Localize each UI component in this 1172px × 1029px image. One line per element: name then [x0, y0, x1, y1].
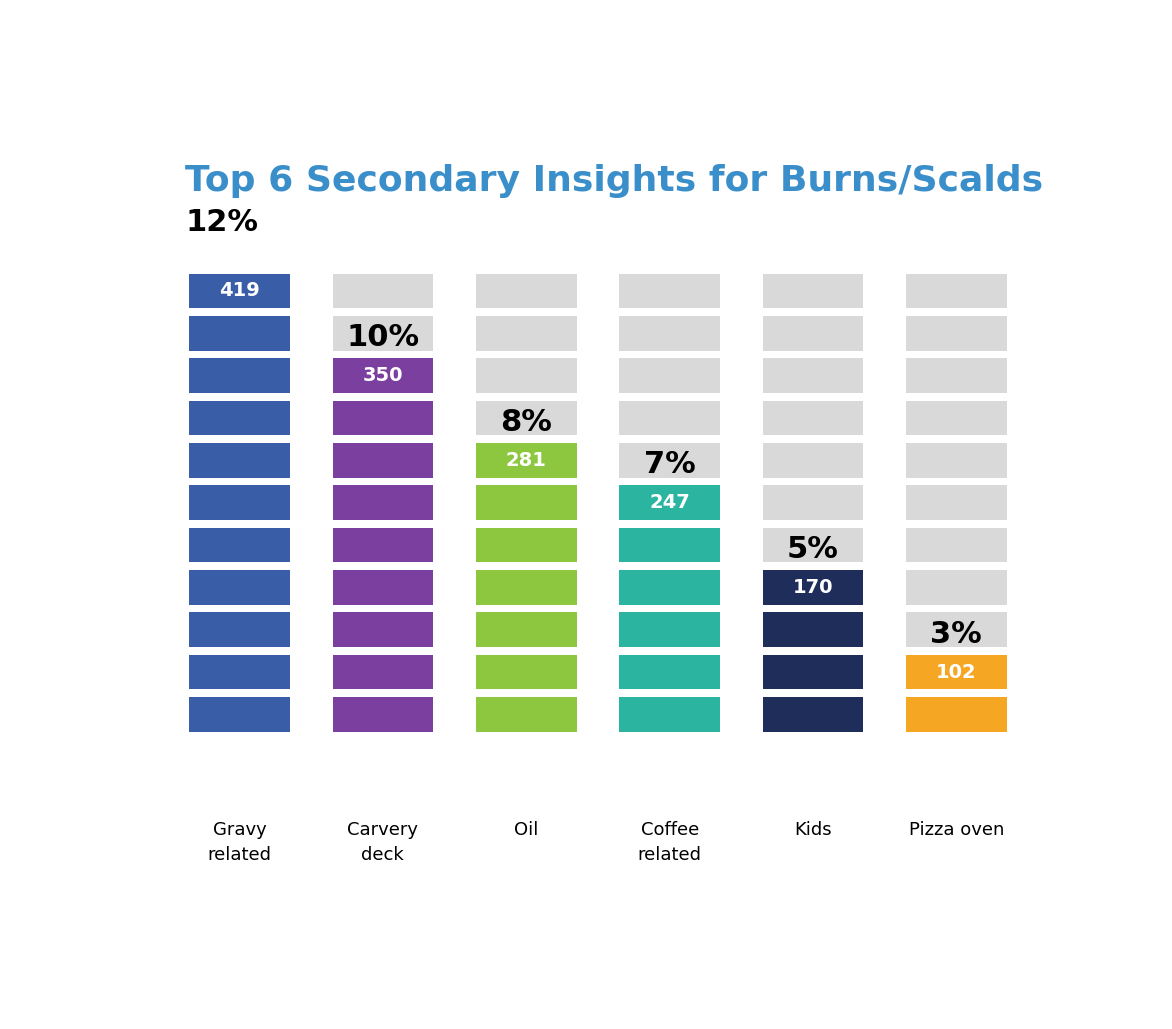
FancyBboxPatch shape — [619, 443, 720, 477]
FancyBboxPatch shape — [476, 316, 577, 351]
FancyBboxPatch shape — [189, 316, 289, 351]
FancyBboxPatch shape — [763, 570, 864, 605]
FancyBboxPatch shape — [189, 274, 289, 309]
FancyBboxPatch shape — [333, 274, 434, 309]
FancyBboxPatch shape — [906, 570, 1007, 605]
FancyBboxPatch shape — [763, 400, 864, 435]
FancyBboxPatch shape — [189, 654, 289, 689]
FancyBboxPatch shape — [333, 400, 434, 435]
FancyBboxPatch shape — [333, 528, 434, 563]
FancyBboxPatch shape — [763, 486, 864, 520]
FancyBboxPatch shape — [619, 697, 720, 732]
FancyBboxPatch shape — [906, 486, 1007, 520]
Text: 8%: 8% — [500, 407, 552, 437]
FancyBboxPatch shape — [189, 486, 289, 520]
FancyBboxPatch shape — [619, 570, 720, 605]
FancyBboxPatch shape — [906, 697, 1007, 732]
FancyBboxPatch shape — [763, 528, 864, 563]
FancyBboxPatch shape — [189, 400, 289, 435]
Text: Coffee
related: Coffee related — [638, 821, 702, 864]
FancyBboxPatch shape — [476, 528, 577, 563]
Text: Carvery
deck: Carvery deck — [347, 821, 418, 864]
FancyBboxPatch shape — [333, 358, 434, 393]
FancyBboxPatch shape — [906, 316, 1007, 351]
FancyBboxPatch shape — [476, 570, 577, 605]
FancyBboxPatch shape — [619, 400, 720, 435]
FancyBboxPatch shape — [189, 570, 289, 605]
Text: 350: 350 — [362, 366, 403, 385]
FancyBboxPatch shape — [189, 443, 289, 477]
FancyBboxPatch shape — [333, 697, 434, 732]
FancyBboxPatch shape — [476, 612, 577, 647]
Text: 10%: 10% — [346, 323, 420, 352]
FancyBboxPatch shape — [906, 654, 1007, 689]
Text: 7%: 7% — [643, 451, 695, 480]
FancyBboxPatch shape — [906, 400, 1007, 435]
FancyBboxPatch shape — [476, 486, 577, 520]
Text: 5%: 5% — [788, 535, 839, 564]
FancyBboxPatch shape — [189, 528, 289, 563]
FancyBboxPatch shape — [763, 316, 864, 351]
FancyBboxPatch shape — [333, 443, 434, 477]
FancyBboxPatch shape — [476, 654, 577, 689]
FancyBboxPatch shape — [333, 570, 434, 605]
FancyBboxPatch shape — [763, 443, 864, 477]
Text: Oil: Oil — [515, 821, 538, 839]
FancyBboxPatch shape — [763, 697, 864, 732]
FancyBboxPatch shape — [906, 612, 1007, 647]
Text: Top 6 Secondary Insights for Burns/Scalds: Top 6 Secondary Insights for Burns/Scald… — [185, 164, 1043, 198]
FancyBboxPatch shape — [906, 528, 1007, 563]
FancyBboxPatch shape — [476, 443, 577, 477]
FancyBboxPatch shape — [763, 358, 864, 393]
FancyBboxPatch shape — [476, 358, 577, 393]
FancyBboxPatch shape — [763, 612, 864, 647]
Text: Gravy
related: Gravy related — [207, 821, 272, 864]
FancyBboxPatch shape — [333, 316, 434, 351]
FancyBboxPatch shape — [906, 443, 1007, 477]
FancyBboxPatch shape — [619, 358, 720, 393]
Text: Pizza oven: Pizza oven — [908, 821, 1004, 839]
FancyBboxPatch shape — [333, 612, 434, 647]
FancyBboxPatch shape — [619, 316, 720, 351]
FancyBboxPatch shape — [476, 274, 577, 309]
FancyBboxPatch shape — [189, 358, 289, 393]
FancyBboxPatch shape — [189, 612, 289, 647]
FancyBboxPatch shape — [619, 612, 720, 647]
Text: 419: 419 — [219, 282, 260, 300]
Text: 102: 102 — [936, 663, 976, 681]
Text: 281: 281 — [506, 451, 546, 470]
FancyBboxPatch shape — [333, 486, 434, 520]
FancyBboxPatch shape — [476, 400, 577, 435]
FancyBboxPatch shape — [763, 274, 864, 309]
Text: Kids: Kids — [795, 821, 832, 839]
FancyBboxPatch shape — [333, 654, 434, 689]
FancyBboxPatch shape — [763, 654, 864, 689]
FancyBboxPatch shape — [619, 274, 720, 309]
Text: 170: 170 — [792, 578, 833, 597]
Text: 247: 247 — [649, 493, 690, 512]
FancyBboxPatch shape — [476, 697, 577, 732]
FancyBboxPatch shape — [619, 654, 720, 689]
FancyBboxPatch shape — [619, 528, 720, 563]
Text: 12%: 12% — [185, 208, 258, 237]
Text: 3%: 3% — [931, 619, 982, 648]
FancyBboxPatch shape — [619, 486, 720, 520]
FancyBboxPatch shape — [906, 274, 1007, 309]
FancyBboxPatch shape — [906, 358, 1007, 393]
FancyBboxPatch shape — [189, 697, 289, 732]
